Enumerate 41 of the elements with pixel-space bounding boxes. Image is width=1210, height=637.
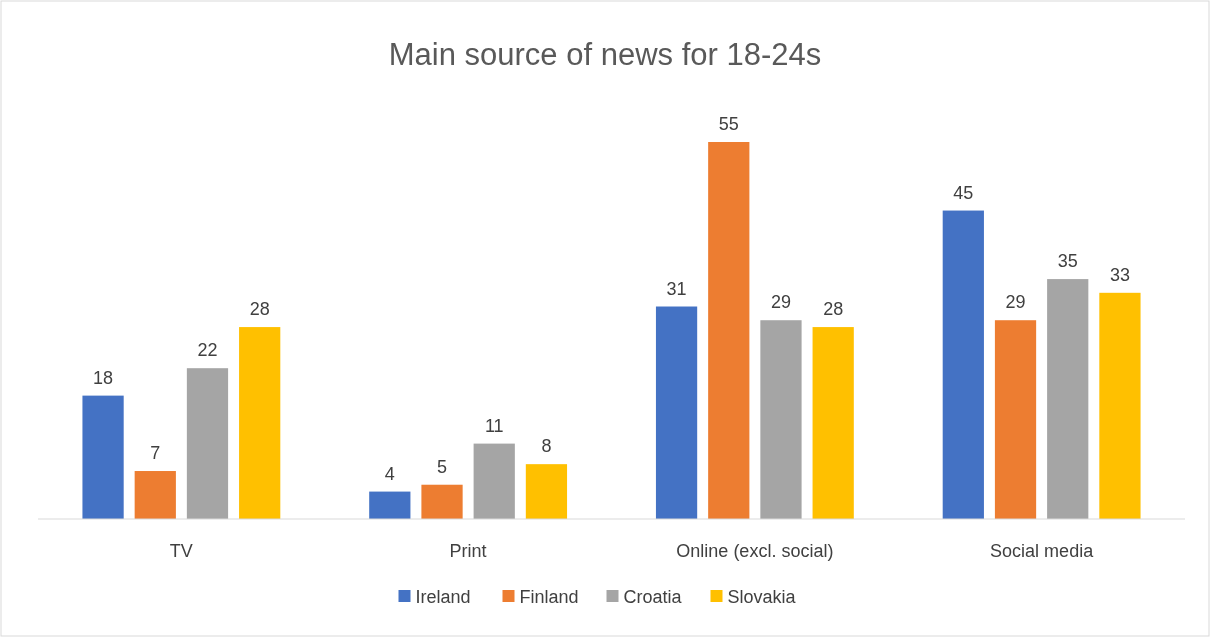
x-tick-label: TV — [169, 541, 193, 561]
data-label: 33 — [1109, 264, 1130, 285]
x-tick-label: Online (excl. social) — [676, 541, 834, 561]
bar — [812, 327, 854, 519]
data-label: 8 — [541, 436, 552, 457]
x-tick-label: Print — [449, 541, 487, 561]
bar — [239, 327, 281, 519]
chart-title: Main source of news for 18-24s — [388, 37, 822, 72]
bar — [369, 491, 411, 519]
bar — [525, 464, 568, 519]
legend-label: Slovakia — [727, 587, 797, 607]
bar — [708, 142, 750, 519]
data-label: 45 — [953, 182, 974, 203]
bar — [134, 471, 176, 519]
bar — [421, 484, 463, 519]
data-label: 28 — [823, 299, 844, 320]
bar — [994, 320, 1037, 519]
data-label: 18 — [93, 367, 114, 388]
legend-label: Croatia — [623, 587, 683, 607]
data-label: 35 — [1057, 251, 1078, 272]
legend-label: Finland — [519, 587, 579, 607]
data-label: 5 — [437, 456, 448, 477]
data-label: 29 — [770, 292, 791, 313]
bar — [1047, 279, 1089, 519]
bar — [655, 306, 698, 519]
data-label: 22 — [197, 340, 218, 361]
bar — [1099, 292, 1141, 519]
data-label: 28 — [249, 299, 270, 320]
data-label: 31 — [666, 278, 687, 299]
data-label: 11 — [484, 415, 504, 436]
legend-label: Ireland — [415, 587, 471, 607]
bar — [82, 395, 124, 519]
bar — [942, 210, 984, 519]
data-label: 29 — [1005, 292, 1026, 313]
data-label: 7 — [150, 443, 161, 464]
data-label: 55 — [718, 114, 739, 134]
data-label: 4 — [384, 463, 395, 484]
bar — [760, 320, 802, 519]
bar — [186, 368, 229, 519]
x-tick-label: Social media — [990, 541, 1095, 561]
bar — [473, 443, 515, 519]
